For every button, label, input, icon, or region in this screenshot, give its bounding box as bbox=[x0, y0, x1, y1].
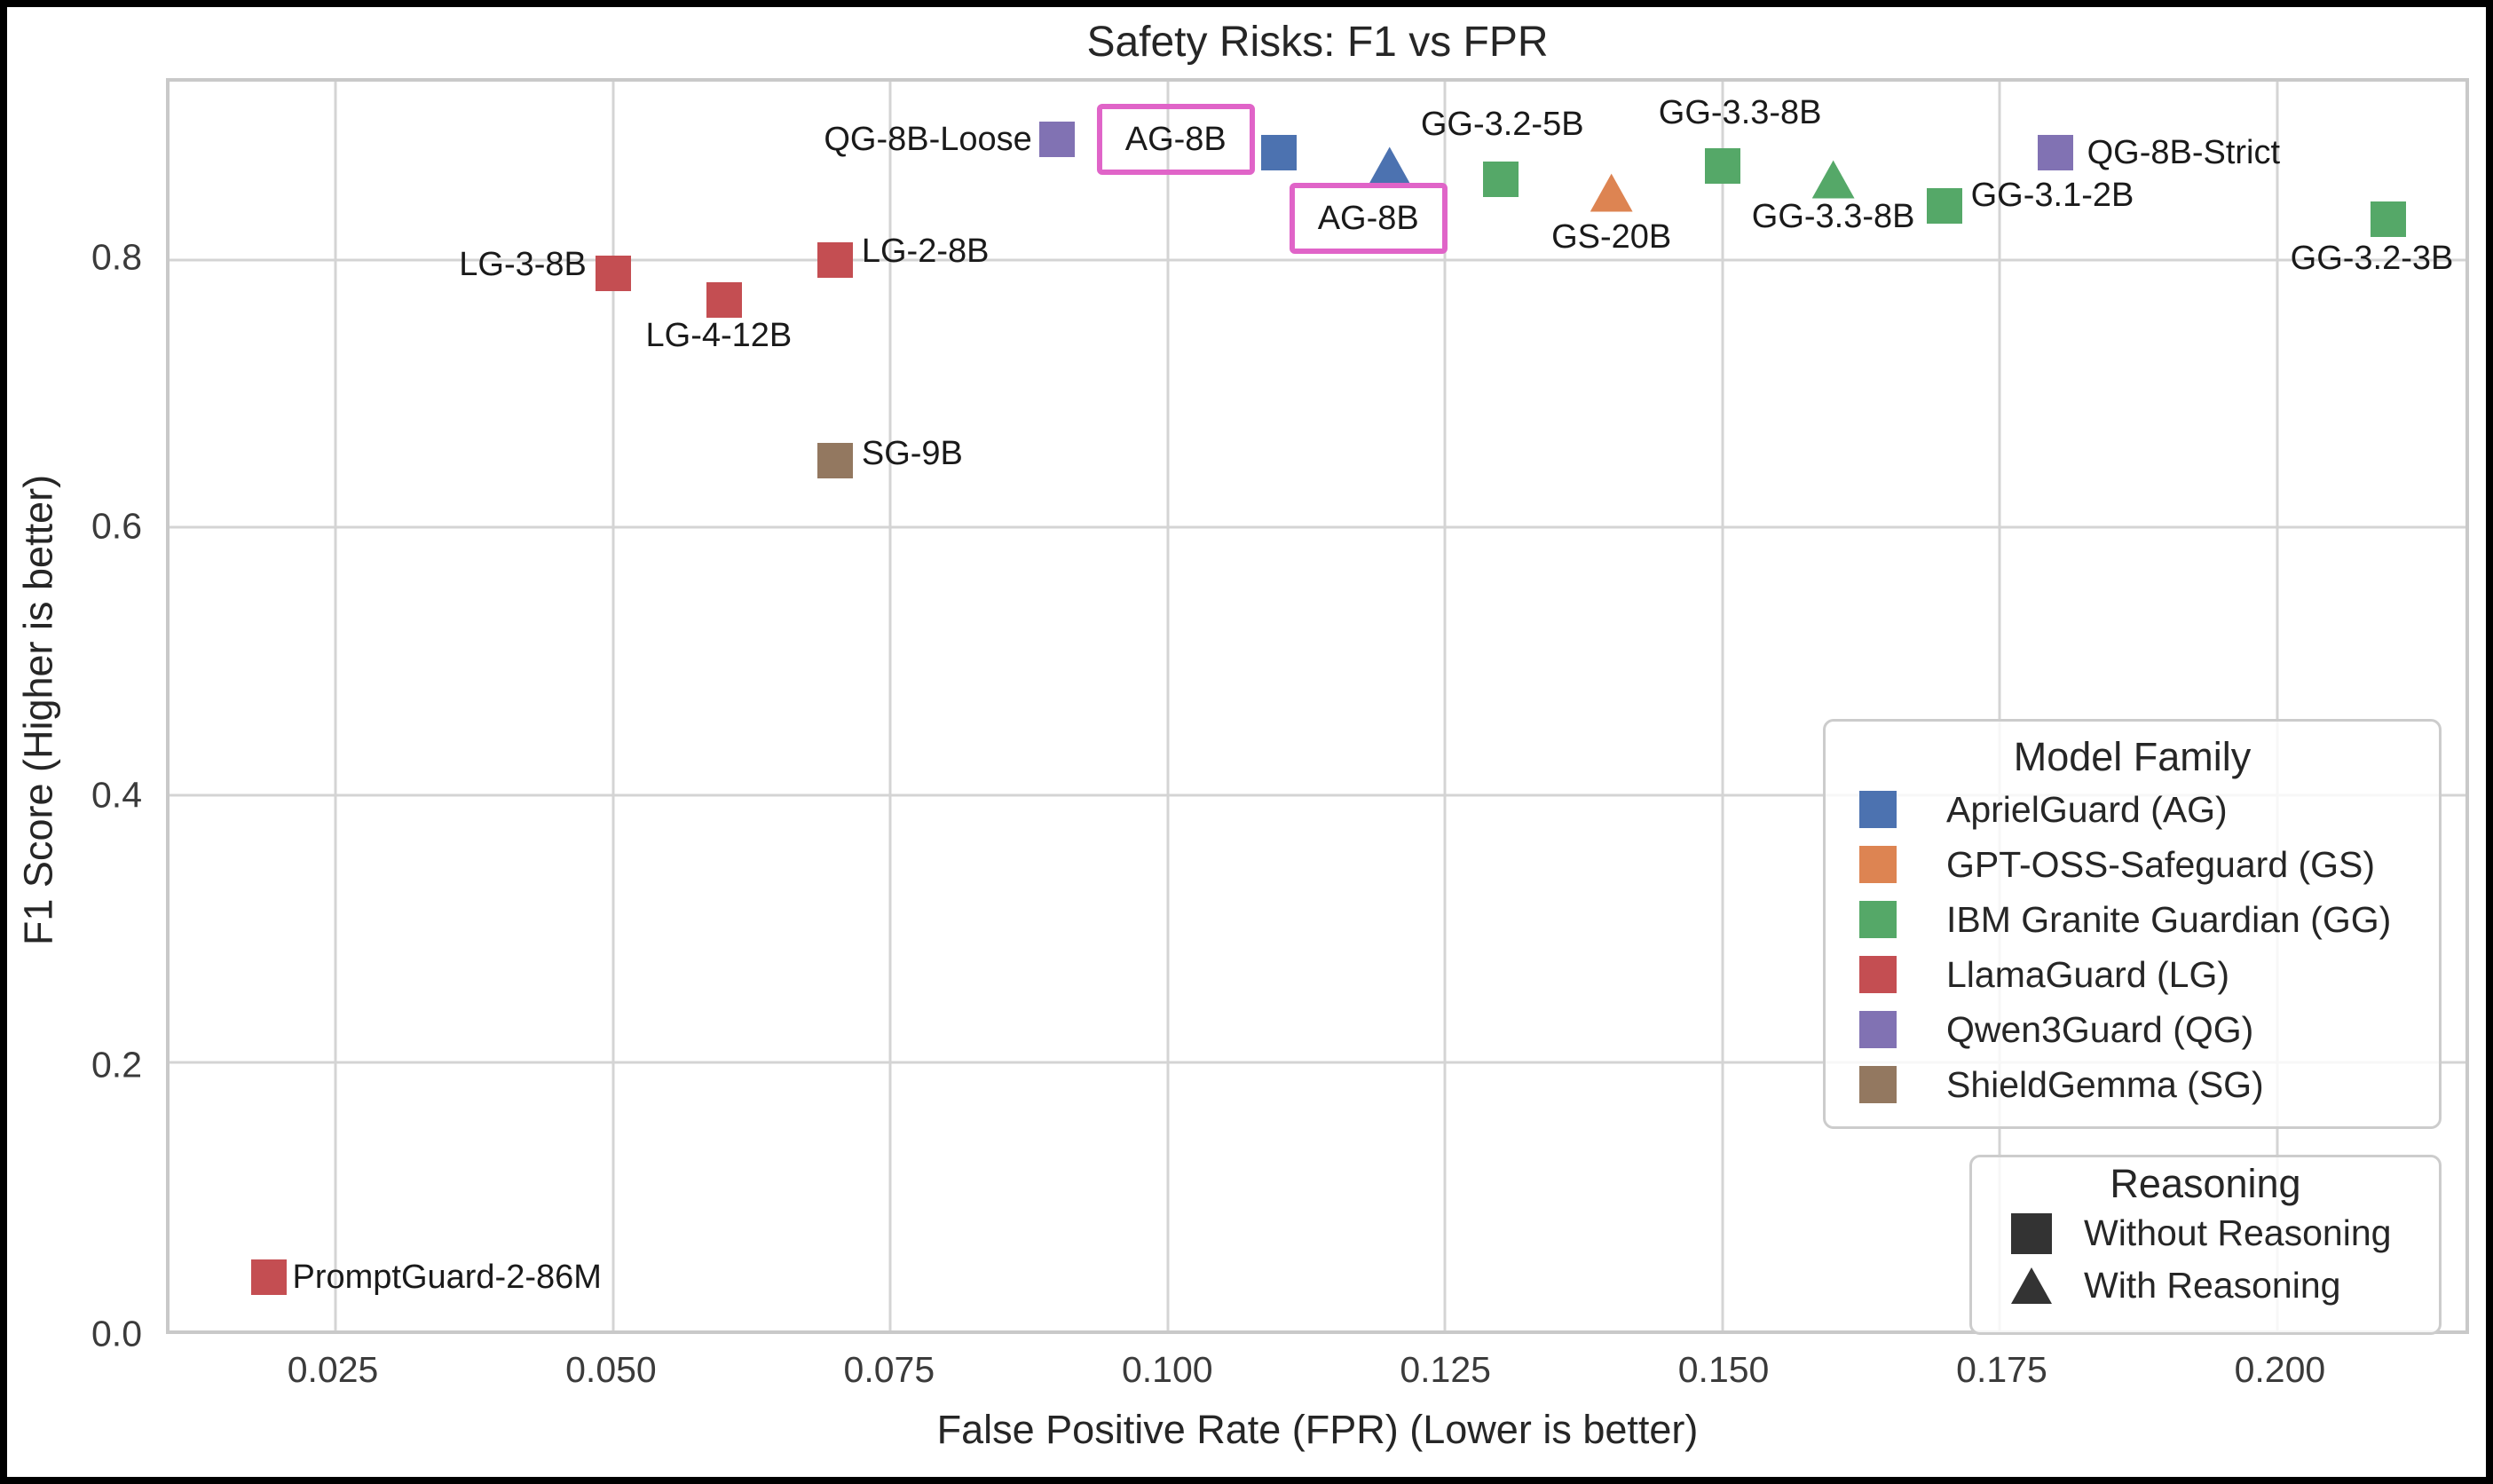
marker-lg-2-8b bbox=[817, 241, 853, 278]
legend-item-ag: AprielGuard (AG) bbox=[1826, 782, 2439, 837]
legend-label-triangle: With Reasoning bbox=[2084, 1265, 2341, 1306]
x-gridline bbox=[888, 82, 892, 1330]
marker-gg-3.2-5b bbox=[1482, 162, 1519, 198]
x-tick-label: 0.075 bbox=[843, 1349, 935, 1390]
annotation-gg-3.3-8b: GG-3.3-8B bbox=[1751, 198, 1915, 236]
x-tick-label: 0.050 bbox=[565, 1349, 657, 1390]
legend-label-lg: LlamaGuard (LG) bbox=[1946, 953, 2230, 995]
marker-gg-3.3-8b bbox=[1811, 160, 1855, 199]
legend-item-square: Without Reasoning bbox=[1972, 1207, 2439, 1259]
legend-model-family-title: Model Family bbox=[2013, 734, 2252, 779]
marker-lg-4-12b bbox=[706, 281, 742, 318]
x-gridline bbox=[1166, 82, 1170, 1330]
legend-swatch-sg bbox=[1859, 1066, 1897, 1103]
x-gridline bbox=[1998, 82, 2001, 1330]
legend-item-qg: Qwen3Guard (QG) bbox=[1826, 1002, 2439, 1057]
marker-qg-8b-loose bbox=[1038, 121, 1075, 157]
annotation-promptguard-2-86m: PromptGuard-2-86M bbox=[292, 1258, 602, 1296]
square-marker-icon bbox=[2011, 1212, 2052, 1254]
y-gridline bbox=[170, 525, 2465, 529]
annotation-lg-2-8b: LG-2-8B bbox=[861, 232, 990, 270]
legend-item-gg: IBM Granite Guardian (GG) bbox=[1826, 892, 2439, 947]
legend-label-gg: IBM Granite Guardian (GG) bbox=[1946, 898, 2392, 940]
annotation-gg-3.3-8b: GG-3.3-8B bbox=[1658, 94, 1822, 131]
legend-item-gs: GPT-OSS-Safeguard (GS) bbox=[1826, 837, 2439, 892]
annotation-gg-3.1-2b: GG-3.1-2B bbox=[1970, 177, 2134, 215]
x-tick-label: 0.025 bbox=[287, 1349, 379, 1390]
marker-gs-20b bbox=[1590, 173, 1633, 212]
x-tick-label: 0.125 bbox=[1400, 1349, 1491, 1390]
legend-swatch-qg bbox=[1859, 1011, 1897, 1048]
y-tick-label: 0.4 bbox=[91, 774, 142, 816]
annotation-gg-3.2-5b: GG-3.2-5B bbox=[1420, 106, 1584, 144]
legend-reasoning-rows: Without Reasoning With Reasoning bbox=[1972, 1207, 2439, 1312]
legend-label-sg: ShieldGemma (SG) bbox=[1946, 1063, 2264, 1105]
legend-reasoning: Reasoning Without Reasoning With Reasonin… bbox=[1969, 1155, 2442, 1335]
y-tick-label: 0.2 bbox=[91, 1044, 142, 1085]
marker-lg-3-8b bbox=[595, 255, 631, 291]
annotation-ag-8b: AG-8B bbox=[1289, 183, 1448, 254]
x-gridline bbox=[1443, 82, 1447, 1330]
annotation-gg-3.2-3b: GG-3.2-3B bbox=[2290, 240, 2454, 278]
annotation-lg-4-12b: LG-4-12B bbox=[645, 316, 793, 354]
marker-gg-3.2-3b bbox=[2370, 201, 2406, 238]
triangle-marker-icon bbox=[2011, 1267, 2052, 1304]
legend-reasoning-title: Reasoning bbox=[2110, 1161, 2301, 1206]
y-tick-label: 0.8 bbox=[91, 236, 142, 278]
y-tick-label: 0.6 bbox=[91, 505, 142, 547]
x-tick-label: 0.200 bbox=[2234, 1349, 2326, 1390]
plot-area: Model Family AprielGuard (AG) GPT-OSS-Saf… bbox=[166, 78, 2469, 1335]
legend-swatch-gs bbox=[1859, 846, 1897, 883]
legend-label-qg: Qwen3Guard (QG) bbox=[1946, 1008, 2254, 1050]
legend-label-gs: GPT-OSS-Safeguard (GS) bbox=[1946, 843, 2376, 885]
legend-item-triangle: With Reasoning bbox=[1972, 1259, 2439, 1312]
legend-swatch-gg bbox=[1859, 901, 1897, 938]
annotation-sg-9b: SG-9B bbox=[861, 434, 963, 472]
x-gridline bbox=[611, 82, 615, 1330]
annotation-ag-8b: AG-8B bbox=[1096, 103, 1255, 175]
x-tick-label: 0.175 bbox=[1956, 1349, 2047, 1390]
legend-label-ag: AprielGuard (AG) bbox=[1946, 788, 2228, 830]
annotation-qg-8b-loose: QG-8B-Loose bbox=[824, 120, 1032, 158]
x-gridline bbox=[2276, 82, 2279, 1330]
x-gridline bbox=[334, 82, 337, 1330]
legend-item-lg: LlamaGuard (LG) bbox=[1826, 947, 2439, 1002]
y-gridline bbox=[170, 1061, 2465, 1064]
marker-gg-3.3-8b bbox=[1704, 148, 1740, 184]
marker-qg-8b-strict bbox=[2037, 134, 2073, 170]
marker-promptguard-2-86m bbox=[251, 1259, 288, 1295]
x-tick-label: 0.100 bbox=[1121, 1349, 1213, 1390]
annotation-qg-8b-strict: QG-8B-Strict bbox=[2087, 133, 2281, 171]
x-axis-title: False Positive Rate (FPR) (Lower is bett… bbox=[936, 1407, 1699, 1452]
legend-model-family-rows: AprielGuard (AG) GPT-OSS-Safeguard (GS) IB… bbox=[1826, 782, 2439, 1112]
y-gridline bbox=[170, 793, 2465, 797]
marker-ag-8b bbox=[1260, 134, 1297, 170]
y-gridline bbox=[170, 258, 2465, 262]
x-axis-ticks: 0.025 0.050 0.075 0.100 0.125 0.150 0.175 0.200 bbox=[166, 1346, 2469, 1393]
legend-item-sg: ShieldGemma (SG) bbox=[1826, 1057, 2439, 1112]
y-tick-label: 0.0 bbox=[91, 1313, 142, 1354]
legend-model-family: Model Family AprielGuard (AG) GPT-OSS-Saf… bbox=[1823, 719, 2442, 1129]
x-gridline bbox=[1721, 82, 1724, 1330]
legend-swatch-lg bbox=[1859, 956, 1897, 993]
marker-ag-8b bbox=[1368, 146, 1411, 186]
legend-swatch-ag bbox=[1859, 791, 1897, 828]
x-tick-label: 0.150 bbox=[1677, 1349, 1770, 1390]
annotation-gs-20b: GS-20B bbox=[1551, 218, 1672, 257]
y-axis-title: F1 Score (Higher is better) bbox=[15, 474, 61, 946]
marker-sg-9b bbox=[817, 442, 853, 478]
legend-label-square: Without Reasoning bbox=[2084, 1212, 2392, 1253]
y-axis-ticks: 0.0 0.2 0.4 0.6 0.8 bbox=[7, 78, 142, 1354]
annotation-lg-3-8b: LG-3-8B bbox=[459, 245, 587, 283]
chart-title: Safety Risks: F1 vs FPR bbox=[1086, 19, 1549, 66]
marker-gg-3.1-2b bbox=[1926, 188, 1962, 225]
